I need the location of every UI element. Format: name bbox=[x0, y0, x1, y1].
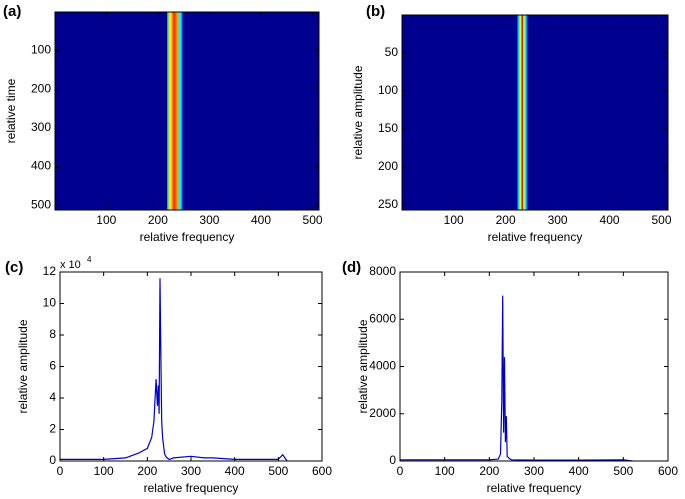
x-tick-label: 500 bbox=[651, 213, 671, 227]
plot-frame bbox=[401, 14, 669, 211]
y-multiplier-exponent: 4 bbox=[87, 255, 92, 264]
y-tick-label: 250 bbox=[378, 197, 398, 211]
x-tick-label: 400 bbox=[251, 213, 271, 227]
x-tick-label: 100 bbox=[96, 213, 116, 227]
x-tick-label: 600 bbox=[312, 464, 332, 478]
spectrum-line bbox=[400, 295, 633, 462]
y-tick-label: 4 bbox=[49, 390, 56, 404]
x-tick-label: 300 bbox=[181, 464, 201, 478]
y-tick-label: 150 bbox=[378, 121, 398, 135]
y-tick-label: 300 bbox=[31, 120, 51, 134]
x-tick-label: 100 bbox=[444, 213, 464, 227]
panel-label: (d) bbox=[342, 259, 361, 276]
x-tick-label: 600 bbox=[658, 464, 678, 478]
y-axis-label: relative amplitude bbox=[16, 319, 30, 413]
x-axis-label: relative frequency bbox=[488, 230, 583, 244]
y-tick-label: 2000 bbox=[369, 406, 396, 420]
x-tick-label: 200 bbox=[479, 464, 499, 478]
x-tick-label: 300 bbox=[199, 213, 219, 227]
y-tick-label: 8 bbox=[49, 327, 56, 341]
x-tick-label: 300 bbox=[524, 464, 544, 478]
x-tick-label: 400 bbox=[225, 464, 245, 478]
heatmap-background bbox=[402, 15, 668, 210]
plot-frame bbox=[59, 271, 323, 462]
heatmap-band bbox=[517, 15, 528, 210]
x-tick-label: 200 bbox=[496, 213, 516, 227]
heatmap-background bbox=[55, 12, 319, 210]
x-tick-label: 500 bbox=[268, 464, 288, 478]
plot-frame bbox=[54, 11, 320, 211]
y-axis-label: relative time bbox=[4, 78, 18, 143]
plot-frame bbox=[399, 271, 669, 462]
y-tick-label: 10 bbox=[43, 296, 57, 310]
x-axis-label: relative frequency bbox=[144, 481, 239, 495]
x-tick-label: 0 bbox=[57, 464, 64, 478]
x-tick-label: 100 bbox=[435, 464, 455, 478]
x-tick-label: 500 bbox=[303, 213, 323, 227]
y-axis-label: relative amplitude bbox=[351, 65, 365, 159]
x-tick-label: 300 bbox=[548, 213, 568, 227]
y-tick-label: 50 bbox=[385, 45, 399, 59]
x-tick-label: 0 bbox=[397, 464, 404, 478]
x-tick-label: 100 bbox=[94, 464, 114, 478]
y-tick-label: 6 bbox=[49, 359, 56, 373]
y-tick-label: 6000 bbox=[369, 311, 396, 325]
y-tick-label: 0 bbox=[49, 453, 56, 467]
y-axis-label: relative amplitude bbox=[356, 319, 370, 413]
y-tick-label: 0 bbox=[389, 453, 396, 467]
spectrum-line bbox=[60, 278, 288, 462]
y-tick-label: 200 bbox=[31, 81, 51, 95]
x-tick-label: 500 bbox=[613, 464, 633, 478]
y-tick-label: 2 bbox=[49, 422, 56, 436]
x-axis-label: relative frequency bbox=[140, 230, 235, 244]
x-tick-label: 400 bbox=[600, 213, 620, 227]
y-tick-label: 100 bbox=[378, 83, 398, 97]
heatmap-band bbox=[167, 12, 183, 210]
y-tick-label: 500 bbox=[31, 197, 51, 211]
x-tick-label: 400 bbox=[569, 464, 589, 478]
panel-label: (c) bbox=[5, 259, 23, 276]
x-tick-label: 200 bbox=[137, 464, 157, 478]
panel-label: (b) bbox=[366, 3, 385, 20]
x-axis-label: relative frequency bbox=[487, 481, 582, 495]
y-tick-label: 200 bbox=[378, 159, 398, 173]
y-tick-label: 4000 bbox=[369, 359, 396, 373]
panel-label: (a) bbox=[3, 3, 21, 20]
y-tick-label: 100 bbox=[31, 43, 51, 57]
y-tick-label: 400 bbox=[31, 159, 51, 173]
y-multiplier: x 10 bbox=[60, 259, 81, 271]
y-tick-label: 12 bbox=[43, 264, 57, 278]
x-tick-label: 200 bbox=[148, 213, 168, 227]
y-tick-label: 8000 bbox=[369, 264, 396, 278]
